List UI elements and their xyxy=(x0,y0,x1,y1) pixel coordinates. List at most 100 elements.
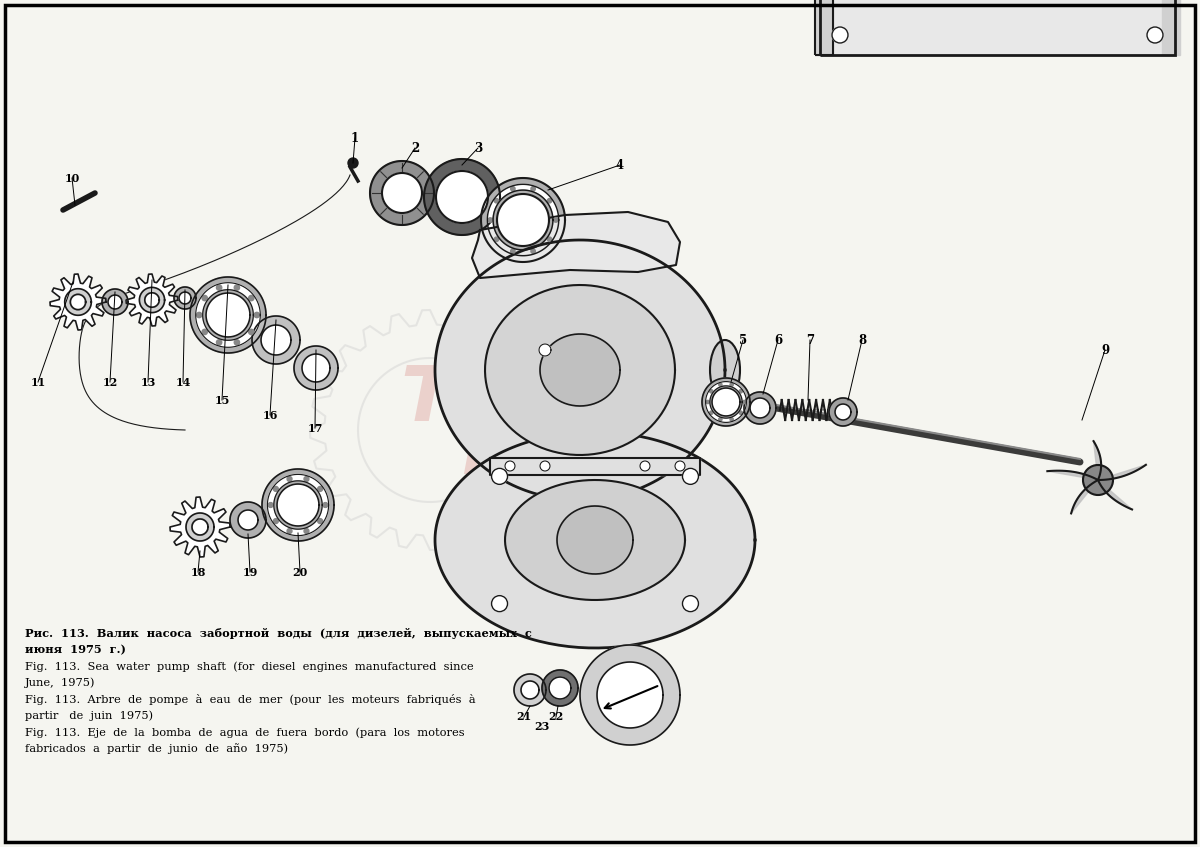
Circle shape xyxy=(318,486,323,491)
Polygon shape xyxy=(170,497,230,557)
Text: Рис.  113.  Валик  насоса  забортной  воды  (для  дизелей,  выпускаемых  с: Рис. 113. Валик насоса забортной воды (д… xyxy=(25,628,532,639)
Polygon shape xyxy=(230,502,266,538)
Polygon shape xyxy=(436,171,488,223)
Circle shape xyxy=(640,461,650,471)
Bar xyxy=(815,0,833,55)
Polygon shape xyxy=(424,159,500,235)
Polygon shape xyxy=(108,295,122,309)
Polygon shape xyxy=(580,645,680,745)
Circle shape xyxy=(348,158,358,168)
Polygon shape xyxy=(485,285,674,455)
Polygon shape xyxy=(196,283,260,347)
Circle shape xyxy=(254,313,259,318)
Text: 7: 7 xyxy=(806,334,814,346)
Polygon shape xyxy=(1048,471,1098,480)
Circle shape xyxy=(274,518,278,523)
Circle shape xyxy=(540,461,550,471)
Polygon shape xyxy=(557,506,634,574)
Circle shape xyxy=(492,468,508,484)
Polygon shape xyxy=(702,378,750,426)
Polygon shape xyxy=(706,382,746,423)
Circle shape xyxy=(730,418,733,421)
Text: 13: 13 xyxy=(140,377,156,387)
Polygon shape xyxy=(262,469,334,541)
Polygon shape xyxy=(497,194,550,246)
Polygon shape xyxy=(436,240,725,500)
Ellipse shape xyxy=(710,340,740,400)
Text: 20: 20 xyxy=(293,567,307,578)
Polygon shape xyxy=(203,290,253,340)
Text: 23: 23 xyxy=(534,721,550,732)
Polygon shape xyxy=(268,474,329,535)
Text: 2: 2 xyxy=(410,141,419,154)
Polygon shape xyxy=(190,277,266,353)
Circle shape xyxy=(318,518,323,523)
Polygon shape xyxy=(481,178,565,262)
Polygon shape xyxy=(514,674,546,706)
Bar xyxy=(815,0,833,55)
Circle shape xyxy=(274,486,278,491)
Polygon shape xyxy=(174,287,196,309)
Polygon shape xyxy=(493,190,553,250)
Polygon shape xyxy=(487,185,559,256)
Circle shape xyxy=(202,296,208,301)
Text: 15: 15 xyxy=(215,395,229,406)
Circle shape xyxy=(530,249,535,253)
Bar xyxy=(1162,0,1180,55)
Circle shape xyxy=(547,198,552,203)
Polygon shape xyxy=(126,274,178,326)
Text: 18: 18 xyxy=(191,567,205,578)
Polygon shape xyxy=(436,432,755,648)
Circle shape xyxy=(202,329,208,335)
Polygon shape xyxy=(238,510,258,530)
Circle shape xyxy=(683,595,698,612)
Circle shape xyxy=(832,27,848,43)
Text: 17: 17 xyxy=(307,423,323,434)
Polygon shape xyxy=(1098,465,1146,480)
Circle shape xyxy=(494,198,499,203)
Polygon shape xyxy=(598,662,662,728)
Circle shape xyxy=(234,340,240,345)
Text: 11: 11 xyxy=(30,377,46,387)
Text: Fig.  113.  Arbre  de  pompe  à  eau  de  mer  (pour  les  moteurs  fabriqués  à: Fig. 113. Arbre de pompe à eau de mer (p… xyxy=(25,694,475,705)
Polygon shape xyxy=(382,173,422,213)
Circle shape xyxy=(287,529,292,534)
Circle shape xyxy=(234,285,240,291)
Circle shape xyxy=(1147,27,1163,43)
Polygon shape xyxy=(712,388,740,416)
Circle shape xyxy=(709,411,713,414)
Text: Техно: Техно xyxy=(401,363,659,437)
Polygon shape xyxy=(192,519,208,535)
Polygon shape xyxy=(1093,441,1102,480)
Circle shape xyxy=(216,285,222,291)
Polygon shape xyxy=(521,681,539,699)
Polygon shape xyxy=(274,481,322,529)
Polygon shape xyxy=(744,392,776,424)
Circle shape xyxy=(511,249,515,253)
Circle shape xyxy=(530,186,535,191)
Circle shape xyxy=(719,418,722,421)
Circle shape xyxy=(743,401,746,404)
Polygon shape xyxy=(145,293,160,307)
Text: 5: 5 xyxy=(739,334,748,346)
Text: 8: 8 xyxy=(858,334,866,346)
Polygon shape xyxy=(294,346,338,390)
Polygon shape xyxy=(539,344,551,356)
Circle shape xyxy=(1084,465,1114,495)
Polygon shape xyxy=(829,398,857,426)
Circle shape xyxy=(674,461,685,471)
Bar xyxy=(820,0,1175,55)
Circle shape xyxy=(547,237,552,241)
Circle shape xyxy=(248,329,254,335)
Polygon shape xyxy=(750,398,770,418)
Polygon shape xyxy=(102,289,128,315)
Circle shape xyxy=(197,313,202,318)
Text: partir   de  juin  1975): partir de juin 1975) xyxy=(25,711,154,721)
Polygon shape xyxy=(302,354,330,382)
Circle shape xyxy=(505,461,515,471)
Polygon shape xyxy=(252,316,300,364)
Text: 1: 1 xyxy=(350,131,359,145)
Polygon shape xyxy=(370,161,434,225)
Text: Fig.  113.  Eje  de  la  bomba  de  agua  de  fuera  bordo  (para  los  motores: Fig. 113. Eje de la bomba de agua de fue… xyxy=(25,727,464,738)
Circle shape xyxy=(706,401,709,404)
